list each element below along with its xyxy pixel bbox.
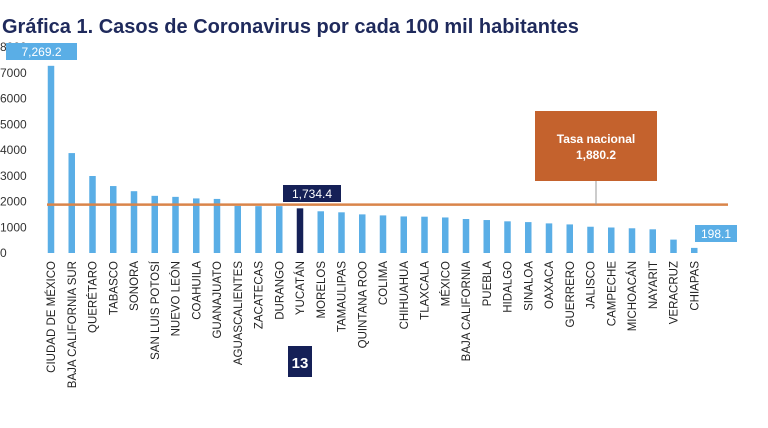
rank-badge	[288, 346, 312, 377]
x-tick-label: SINALOA	[523, 261, 535, 311]
y-tick-label: 0	[0, 246, 7, 260]
bar	[504, 221, 511, 253]
bar	[193, 198, 200, 253]
bar	[89, 176, 96, 253]
bar	[338, 212, 345, 253]
bar	[587, 226, 594, 253]
chart-title: Gráfica 1. Casos de Coronavirus por cada…	[2, 16, 579, 38]
bar	[566, 224, 573, 253]
x-tick-label: ZACATECAS	[254, 261, 266, 329]
x-tick-label: GUERRERO	[565, 261, 577, 328]
x-tick-label: PUEBLA	[482, 261, 494, 307]
bar	[110, 186, 117, 253]
reference-callout-title: Tasa nacional	[557, 132, 635, 146]
x-axis-ticks: CIUDAD DE MÉXICO BAJA CALIFORNIA SUR QUERÉ…	[45, 260, 701, 388]
x-tick-label: CHIHUAHUA	[399, 261, 411, 330]
x-tick-label: BAJA CALIFORNIA SUR	[67, 261, 79, 388]
x-tick-label: VERACRUZ	[669, 261, 681, 324]
bar	[172, 196, 179, 253]
bar	[296, 208, 304, 253]
data-label: 198.1	[701, 227, 731, 241]
x-tick-label: QUERÉTARO	[87, 261, 100, 333]
x-tick-label: MÉXICO	[439, 261, 452, 306]
x-tick-label: YUCATÁN	[294, 261, 307, 315]
bar	[68, 153, 75, 253]
bar	[213, 198, 221, 253]
bar	[670, 239, 677, 253]
bar	[400, 216, 407, 253]
bar	[483, 220, 490, 253]
rank-badge-text: 13	[292, 355, 309, 372]
x-tick-label: JALISCO	[586, 261, 598, 309]
y-axis-ticks: 010002000300040005000600070008000	[0, 40, 27, 260]
x-tick-label: COAHUILA	[191, 261, 203, 320]
bar	[234, 205, 241, 253]
bar	[379, 215, 387, 253]
bar	[359, 214, 366, 253]
x-tick-label: TLAXCALA	[420, 261, 432, 320]
x-tick-label: CAMPECHE	[606, 261, 618, 327]
y-tick-label: 3000	[0, 169, 27, 183]
y-tick-label: 2000	[0, 195, 27, 209]
bar	[691, 247, 698, 253]
bar	[276, 206, 283, 253]
x-tick-label: AGUASCALIENTES	[233, 261, 245, 365]
y-tick-label: 4000	[0, 143, 27, 157]
bars	[47, 65, 698, 253]
x-tick-label: MORELOS	[316, 261, 328, 319]
bar	[608, 227, 615, 253]
data-label-box	[6, 43, 77, 60]
data-label: 7,269.2	[21, 45, 61, 59]
x-tick-label: OAXACA	[544, 261, 556, 309]
data-label: 1,734.4	[292, 187, 332, 201]
data-label-box	[695, 225, 737, 242]
bar	[462, 219, 470, 253]
bar	[649, 229, 656, 253]
y-tick-label: 7000	[0, 66, 27, 80]
x-tick-label: GUANAJUATO	[212, 261, 224, 339]
data-label-box	[283, 185, 341, 202]
data-labels: 7,269.2 1,734.4 198.1	[6, 43, 737, 242]
x-tick-label: DURANGO	[274, 261, 286, 320]
x-tick-label: COLIMA	[378, 261, 390, 305]
x-tick-label: MICHOACÁN	[626, 261, 639, 331]
reference-line-group: Tasa nacional 1,880.2	[47, 111, 728, 206]
x-tick-label: CIUDAD DE MÉXICO	[45, 261, 58, 373]
x-tick-label: TABASCO	[108, 261, 120, 315]
bar	[628, 228, 636, 253]
x-tick-label: BAJA CALIFORNIA	[461, 261, 473, 362]
x-tick-label: HIDALGO	[503, 261, 515, 313]
x-tick-label: NUEVO LEÓN	[170, 261, 183, 336]
bar	[255, 206, 262, 253]
y-tick-label: 5000	[0, 117, 27, 131]
bar	[525, 222, 532, 253]
bar	[421, 216, 428, 253]
x-tick-label: SAN LUIS POTOSÍ	[149, 260, 162, 360]
x-tick-label: NAYARIT	[648, 261, 660, 309]
bar	[317, 211, 324, 253]
reference-callout-value: 1,880.2	[576, 148, 616, 162]
reference-callout-box	[535, 111, 657, 181]
y-tick-label: 6000	[0, 92, 27, 106]
bar	[151, 195, 158, 253]
x-tick-label: SONORA	[129, 261, 141, 311]
y-tick-label: 1000	[0, 220, 27, 234]
bar	[545, 223, 553, 253]
bar	[47, 65, 55, 253]
x-tick-label: QUINTANA ROO	[357, 261, 369, 348]
x-tick-label: CHIAPAS	[689, 261, 701, 311]
x-tick-label: TAMAULIPAS	[337, 261, 349, 332]
bar	[130, 191, 138, 253]
bar	[442, 217, 449, 253]
